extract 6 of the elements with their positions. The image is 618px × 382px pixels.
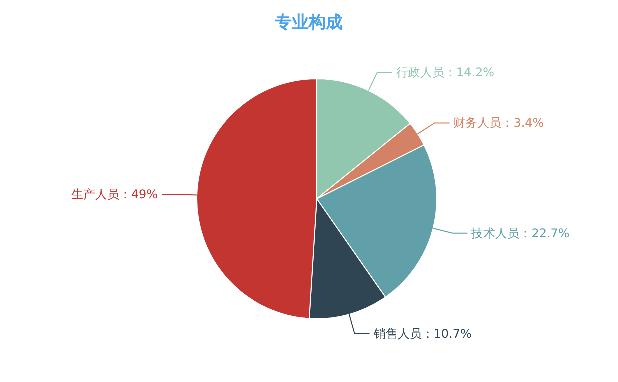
slice-label: 行政人员：14.2% [396, 66, 495, 80]
slice-label: 财务人员：3.4% [454, 116, 544, 130]
chart-title: 专业构成 [274, 13, 343, 33]
slice-label: 生产人员：49% [71, 188, 158, 202]
slice-label: 销售人员：10.7% [372, 326, 472, 341]
slice-label: 技术人员：22.7% [470, 226, 570, 240]
